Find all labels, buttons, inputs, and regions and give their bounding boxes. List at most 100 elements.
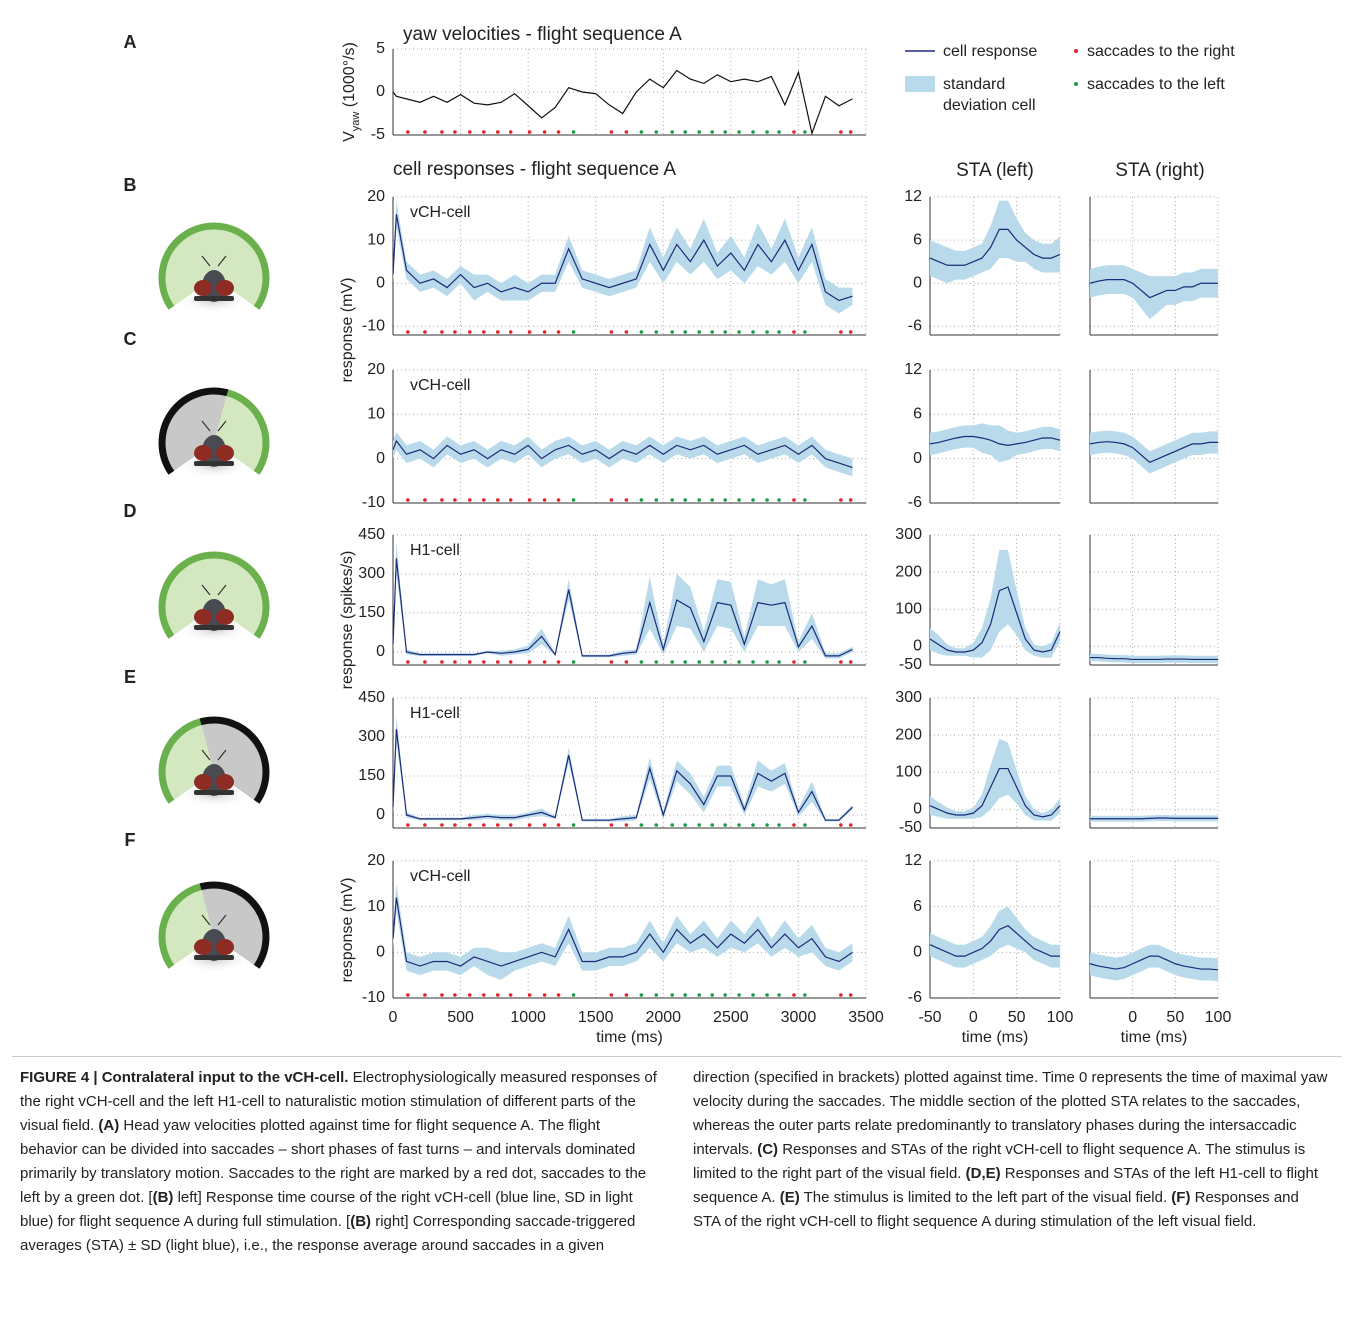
y-axis-label: response (spikes/s) (339, 551, 356, 690)
sd-band (1090, 653, 1218, 664)
saccade-dot (839, 330, 843, 334)
saccade-dot (683, 823, 687, 827)
saccade-dot (571, 130, 576, 134)
saccade-dot (467, 330, 472, 334)
stimulus-icon (158, 881, 270, 976)
caption-bold: (E) (779, 1189, 800, 1206)
x-axis-label: time (ms) (596, 1029, 663, 1046)
saccade-dot (609, 130, 614, 134)
saccade-dot (542, 330, 547, 334)
saccade-dot (803, 330, 807, 334)
saccade-dot (777, 130, 781, 134)
saccade-dot (765, 660, 769, 664)
saccade-dot (751, 498, 755, 502)
y-tick-label: 6 (913, 406, 922, 423)
y-tick-label: 100 (895, 764, 922, 781)
data-line (1089, 955, 1219, 971)
saccade-dot (453, 823, 457, 827)
x-tick-label: 3000 (781, 1009, 817, 1026)
saccade-dot (453, 660, 457, 664)
panel-label: C (124, 329, 137, 349)
caption-bold: FIGURE 4 | Contralateral input to the vC… (20, 1069, 349, 1086)
data-line (1090, 656, 1218, 661)
saccade-dot (556, 660, 561, 664)
sd-band (1090, 944, 1218, 982)
saccade-dot (803, 993, 807, 997)
saccade-dot (710, 330, 715, 334)
x-axis-label: time (ms) (1121, 1029, 1188, 1046)
saccade-dot (527, 993, 532, 997)
saccade-dot (639, 993, 644, 997)
saccade-dot (542, 660, 547, 664)
y-tick-label: 300 (895, 526, 922, 543)
saccade-dot (542, 130, 547, 134)
saccade-dot (508, 330, 513, 334)
saccade-dot (839, 993, 843, 997)
saccade-dot (406, 498, 410, 502)
y-tick-label: 10 (367, 898, 385, 915)
saccade-dot (765, 823, 769, 827)
sd-band (393, 201, 853, 314)
x-tick-label: 100 (1205, 1009, 1232, 1026)
caption-text: left] Response time course of the right … (20, 1189, 633, 1230)
saccade-dot (737, 498, 741, 502)
legend-label: saccades to the left (1087, 76, 1225, 93)
legend-mark (905, 76, 935, 92)
saccade-dot (556, 330, 561, 334)
legend-mark (1074, 82, 1078, 86)
saccade-dot (571, 660, 576, 664)
y-tick-label: 12 (904, 852, 922, 869)
saccade-dot (571, 993, 576, 997)
saccade-dot (453, 993, 457, 997)
y-tick-label: -6 (908, 494, 922, 511)
sd-band (393, 883, 853, 980)
y-axis-label-part: yaw (350, 112, 362, 132)
saccade-dot (792, 823, 796, 827)
saccade-dot (467, 498, 472, 502)
saccade-dot (751, 660, 755, 664)
saccade-dot (848, 498, 853, 502)
saccade-dot (508, 498, 513, 502)
saccade-dot (683, 993, 687, 997)
saccade-dot (737, 660, 741, 664)
saccade-dot (423, 498, 427, 502)
saccade-dot (792, 498, 796, 502)
saccade-dot (697, 130, 702, 134)
x-tick-label: 0 (969, 1009, 978, 1026)
saccade-dot (751, 130, 755, 134)
saccade-dot (440, 660, 444, 664)
saccade-dot (556, 823, 561, 827)
saccade-dot (751, 823, 755, 827)
y-tick-label: 0 (913, 450, 922, 467)
x-tick-label: 0 (1128, 1009, 1137, 1026)
legend-mark (1074, 49, 1078, 53)
saccade-dot (423, 823, 427, 827)
saccade-dot (495, 660, 500, 664)
saccade-dot (440, 330, 444, 334)
saccade-dot (495, 130, 500, 134)
sd-band (930, 200, 1060, 284)
cell-label: vCH-cell (410, 868, 470, 885)
data-line (929, 924, 1060, 957)
saccade-dot (839, 130, 843, 134)
saccade-dot (723, 330, 727, 334)
saccade-dot (406, 823, 410, 827)
caption-text: Head yaw velocities plotted against time… (20, 1117, 647, 1206)
data-line (392, 729, 853, 821)
saccade-dot (710, 498, 715, 502)
y-tick-label: 200 (895, 563, 922, 580)
y-tick-label: -5 (371, 126, 385, 143)
saccade-dot (508, 130, 513, 134)
legend-label: standard deviation cell (943, 76, 1036, 114)
y-tick-label: 0 (376, 450, 385, 467)
saccade-dot (406, 330, 410, 334)
saccade-dot (697, 498, 702, 502)
x-tick-label: 2000 (645, 1009, 681, 1026)
saccade-dot (571, 498, 576, 502)
saccade-dot (737, 823, 741, 827)
y-axis-label: response (mV) (339, 278, 356, 383)
chart-title: cell responses - flight sequence A (393, 159, 676, 180)
saccade-dot (792, 993, 796, 997)
saccade-dot (440, 823, 444, 827)
